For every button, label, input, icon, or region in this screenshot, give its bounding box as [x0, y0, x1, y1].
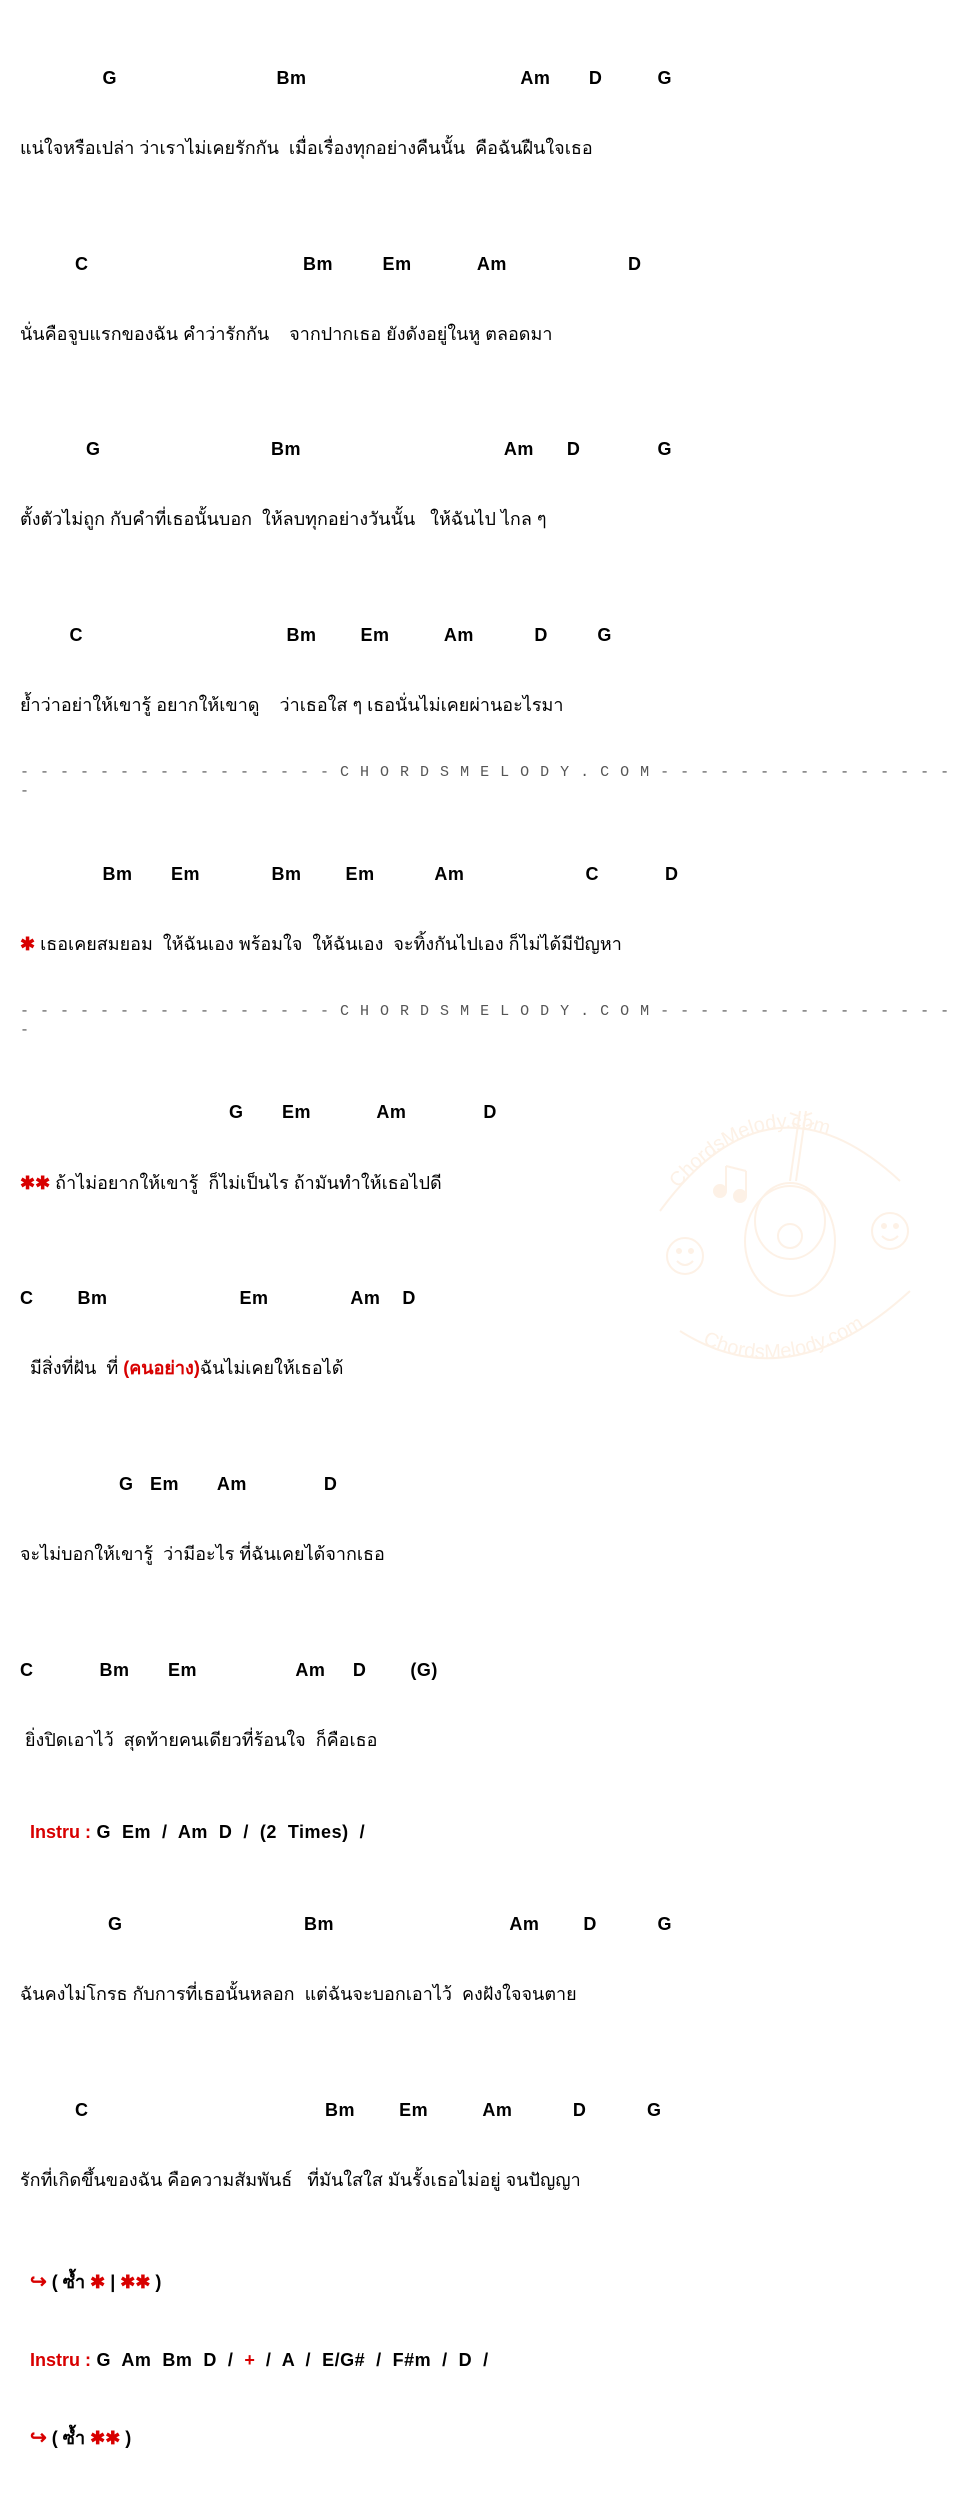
instru-chords: G Em / Am D / (2 Times) /	[91, 1822, 365, 1842]
divider: - - - - - - - - - - - - - - - - C H O R …	[20, 1002, 960, 1041]
instru-chords: G Am Bm D /	[91, 2350, 244, 2370]
chord-line: C Bm Em Am D G	[20, 2099, 960, 2122]
repeat-instruction-1: ↪ ( ซ้ำ ✱ | ✱✱ )	[20, 2246, 960, 2295]
lyric-line: ยิ่งปิดเอาไว้ สุดท้ายคนเดียวที่ร้อนใจ ก็…	[20, 1729, 960, 1752]
chord-line: G Bm Am D G	[20, 1913, 960, 1936]
verse-5: C Bm Em Am D มีสิ่งที่ฝัน ที่ (คนอย่าง)ฉ…	[20, 1240, 960, 1404]
verse-2: C Bm Em Am D นั่นคือจูบแรกของฉัน คำว่ารั…	[20, 206, 960, 370]
lyric-line: ย้ำว่าอย่าให้เขารู้ อยากให้เขาดู ว่าเธอใ…	[20, 694, 960, 717]
chord-line: G Bm Am D G	[20, 438, 960, 461]
lyric-line: จะไม่บอกให้เขารู้ ว่ามีอะไร ที่ฉันเคยได้…	[20, 1543, 960, 1566]
chorus-marker-2: G Em Am D ✱✱ ถ้าไม่อยากให้เขารู้ ก็ไม่เป…	[20, 1055, 960, 1219]
verse-1: G Bm Am D G แน่ใจหรือเปล่า ว่าเราไม่เคยร…	[20, 20, 960, 184]
repeat-sep: |	[105, 2272, 120, 2292]
instru-chords-2: / A / E/G# / F#m / D /	[255, 2350, 489, 2370]
lyric-line: นั่นคือจูบแรกของฉัน คำว่ารักกัน จากปากเธ…	[20, 323, 960, 346]
lyric-line: ฉันคงไม่โกรธ กับการที่เธอนั้นหลอก แต่ฉัน…	[20, 1983, 960, 2006]
verse-9: C Bm Em Am D G รักที่เกิดขึ้นของฉัน คือค…	[20, 2052, 960, 2216]
repeat-arrow-icon: ↪	[30, 2427, 47, 2449]
chord-line: C Bm Em Am D (G)	[20, 1659, 960, 1682]
verse-4: C Bm Em Am D G ย้ำว่าอย่าให้เขารู้ อยากใ…	[20, 577, 960, 741]
star-marker-icon: ✱	[90, 2272, 105, 2292]
chord-line: C Bm Em Am D	[20, 253, 960, 276]
star-marker-icon: ✱✱	[120, 2272, 150, 2292]
instru-label: Instru :	[30, 2350, 91, 2370]
star-marker-icon: ✱	[20, 934, 35, 954]
instrumental-1: Instru : G Em / Am D / (2 Times) /	[20, 1798, 960, 1845]
verse-8: G Bm Am D G ฉันคงไม่โกรธ กับการที่เธอนั้…	[20, 1866, 960, 2030]
chord-line: C Bm Em Am D	[20, 1287, 960, 1310]
lyric-line: ตั้งตัวไม่ถูก กับคำที่เธอนั้นบอก ให้ลบทุ…	[20, 508, 960, 531]
repeat-instruction-2: ↪ ( ซ้ำ ✱✱ )	[20, 2402, 960, 2451]
lyric-red: (คนอย่าง)	[123, 1358, 200, 1378]
star-marker-icon: ✱✱	[90, 2428, 120, 2448]
lyric-post: ฉันไม่เคยให้เธอได้	[200, 1358, 344, 1378]
verse-3: G Bm Am D G ตั้งตัวไม่ถูก กับคำที่เธอนั้…	[20, 391, 960, 555]
chord-line: C Bm Em Am D G	[20, 624, 960, 647]
chord-line: Bm Em Bm Em Am C D	[20, 863, 960, 886]
repeat-arrow-icon: ↪	[30, 2271, 47, 2293]
instrumental-2: Instru : G Am Bm D / + / A / E/G# / F#m …	[20, 2325, 960, 2372]
repeat-text: ( ซ้ำ	[47, 2428, 90, 2448]
star-marker-icon: ✱✱	[20, 1173, 50, 1193]
repeat-end: )	[150, 2272, 161, 2292]
instru-label: Instru :	[30, 1822, 91, 1842]
lyric-pre: มีสิ่งที่ฝัน ที่	[20, 1358, 123, 1378]
repeat-text: ( ซ้ำ	[47, 2272, 90, 2292]
lyric-line: แน่ใจหรือเปล่า ว่าเราไม่เคยรักกัน เมื่อเ…	[20, 137, 960, 160]
chord-line: G Em Am D	[20, 1101, 960, 1124]
divider: - - - - - - - - - - - - - - - - C H O R …	[20, 763, 960, 802]
lyric-line: มีสิ่งที่ฝัน ที่ (คนอย่าง)ฉันไม่เคยให้เธ…	[20, 1357, 960, 1380]
chorus-marker-1: Bm Em Bm Em Am C D ✱ เธอเคยสมยอม ให้ฉันเ…	[20, 816, 960, 980]
lyric-line: รักที่เกิดขึ้นของฉัน คือความสัมพันธ์ ที่…	[20, 2169, 960, 2192]
verse-7: C Bm Em Am D (G) ยิ่งปิดเอาไว้ สุดท้ายคน…	[20, 1612, 960, 1776]
lyric-text: เธอเคยสมยอม ให้ฉันเอง พร้อมใจ ให้ฉันเอง …	[35, 934, 622, 954]
lyric-line: ✱✱ ถ้าไม่อยากให้เขารู้ ก็ไม่เป็นไร ถ้ามั…	[20, 1172, 960, 1195]
chord-line: G Em Am D	[20, 1473, 960, 1496]
lyric-line: ✱ เธอเคยสมยอม ให้ฉันเอง พร้อมใจ ให้ฉันเอ…	[20, 933, 960, 956]
verse-6: G Em Am D จะไม่บอกให้เขารู้ ว่ามีอะไร ที…	[20, 1426, 960, 1590]
lyric-text: ถ้าไม่อยากให้เขารู้ ก็ไม่เป็นไร ถ้ามันทำ…	[50, 1173, 442, 1193]
chord-line: G Bm Am D G	[20, 67, 960, 90]
repeat-end: )	[120, 2428, 131, 2448]
plus-icon: +	[244, 2350, 255, 2370]
